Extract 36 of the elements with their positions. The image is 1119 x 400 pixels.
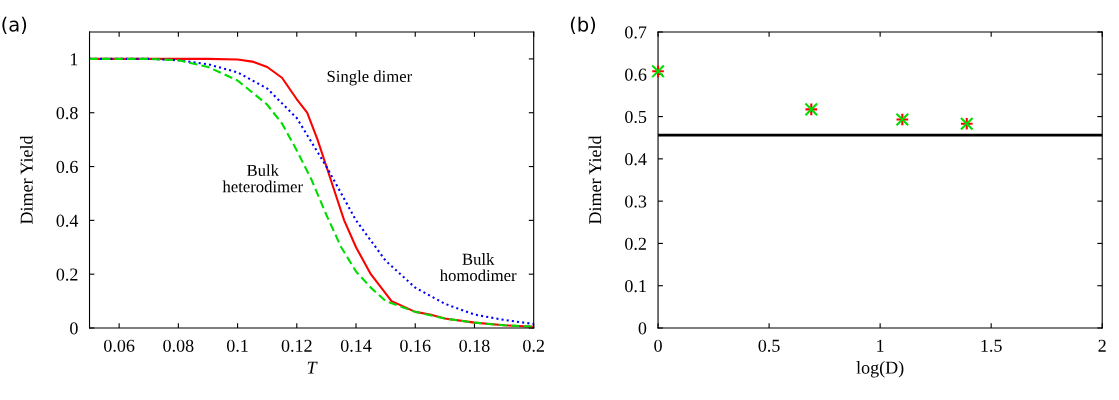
- y-axis-title: Dimer Yield: [20, 135, 33, 225]
- x-tick-label: 2: [1098, 339, 1106, 352]
- y-tick-label: 0.1: [625, 279, 646, 293]
- x-tick-label: 0.18: [459, 339, 490, 352]
- y-tick-label: 0: [70, 322, 78, 335]
- y-tick-label: 0.6: [625, 68, 647, 81]
- x-tick-label: 0.14: [340, 339, 372, 352]
- y-tick-label: 0.4: [56, 214, 79, 227]
- y-tick-label: 0.2: [56, 268, 78, 281]
- chart-title: (b): [570, 16, 596, 35]
- y-tick-label: 0.5: [625, 110, 647, 124]
- x-tick-label: 0.16: [400, 339, 431, 352]
- y-tick-label: 1: [70, 53, 78, 66]
- x-tick-label: 0.5: [758, 339, 780, 352]
- x-tick-label: 1.5: [981, 339, 1002, 352]
- annotation: Bulk heterodimer: [222, 164, 303, 193]
- y-axis-title: Dimer Yield: [588, 135, 602, 225]
- chart-title: (a): [2, 16, 27, 35]
- x-tick-label: 1: [877, 339, 884, 352]
- y-tick-label: 0.6: [56, 160, 78, 174]
- annotation: Bulk homodimer: [439, 253, 517, 282]
- y-tick-label: 0.3: [625, 195, 647, 208]
- x-tick-label: 0.12: [281, 339, 312, 352]
- y-tick-label: 0.7: [625, 26, 647, 39]
- x-tick-label: 0.06: [104, 339, 135, 352]
- y-tick-label: 0.2: [625, 237, 646, 250]
- y-tick-label: 0.4: [625, 153, 647, 166]
- y-tick-label: 0: [638, 322, 647, 335]
- x-tick-label: 0: [654, 339, 662, 352]
- annotation: Single dimer: [327, 70, 413, 86]
- x-axis-title: log(D): [856, 361, 904, 378]
- x-axis-title: T: [307, 361, 318, 374]
- x-tick-label: 0.2: [523, 339, 544, 352]
- x-tick-label: 0.08: [163, 339, 194, 352]
- y-tick-label: 0.8: [56, 106, 78, 120]
- x-tick-label: 0.1: [226, 339, 248, 352]
